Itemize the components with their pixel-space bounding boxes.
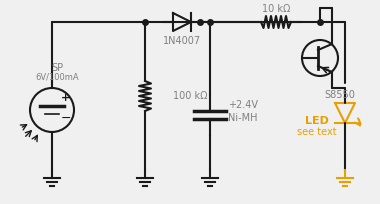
Text: 6V/100mA: 6V/100mA [35,72,79,82]
Text: S8550: S8550 [324,90,355,100]
Text: −: − [61,112,71,124]
Text: 100 kΩ: 100 kΩ [173,91,207,101]
Text: see text: see text [297,127,337,137]
Text: Ni-MH: Ni-MH [228,113,258,123]
Text: LED: LED [305,116,329,126]
Text: 10 kΩ: 10 kΩ [262,4,290,14]
Text: +2.4V: +2.4V [228,100,258,110]
Text: +: + [62,93,71,103]
Text: 1N4007: 1N4007 [163,36,201,46]
Text: SP: SP [51,63,63,73]
